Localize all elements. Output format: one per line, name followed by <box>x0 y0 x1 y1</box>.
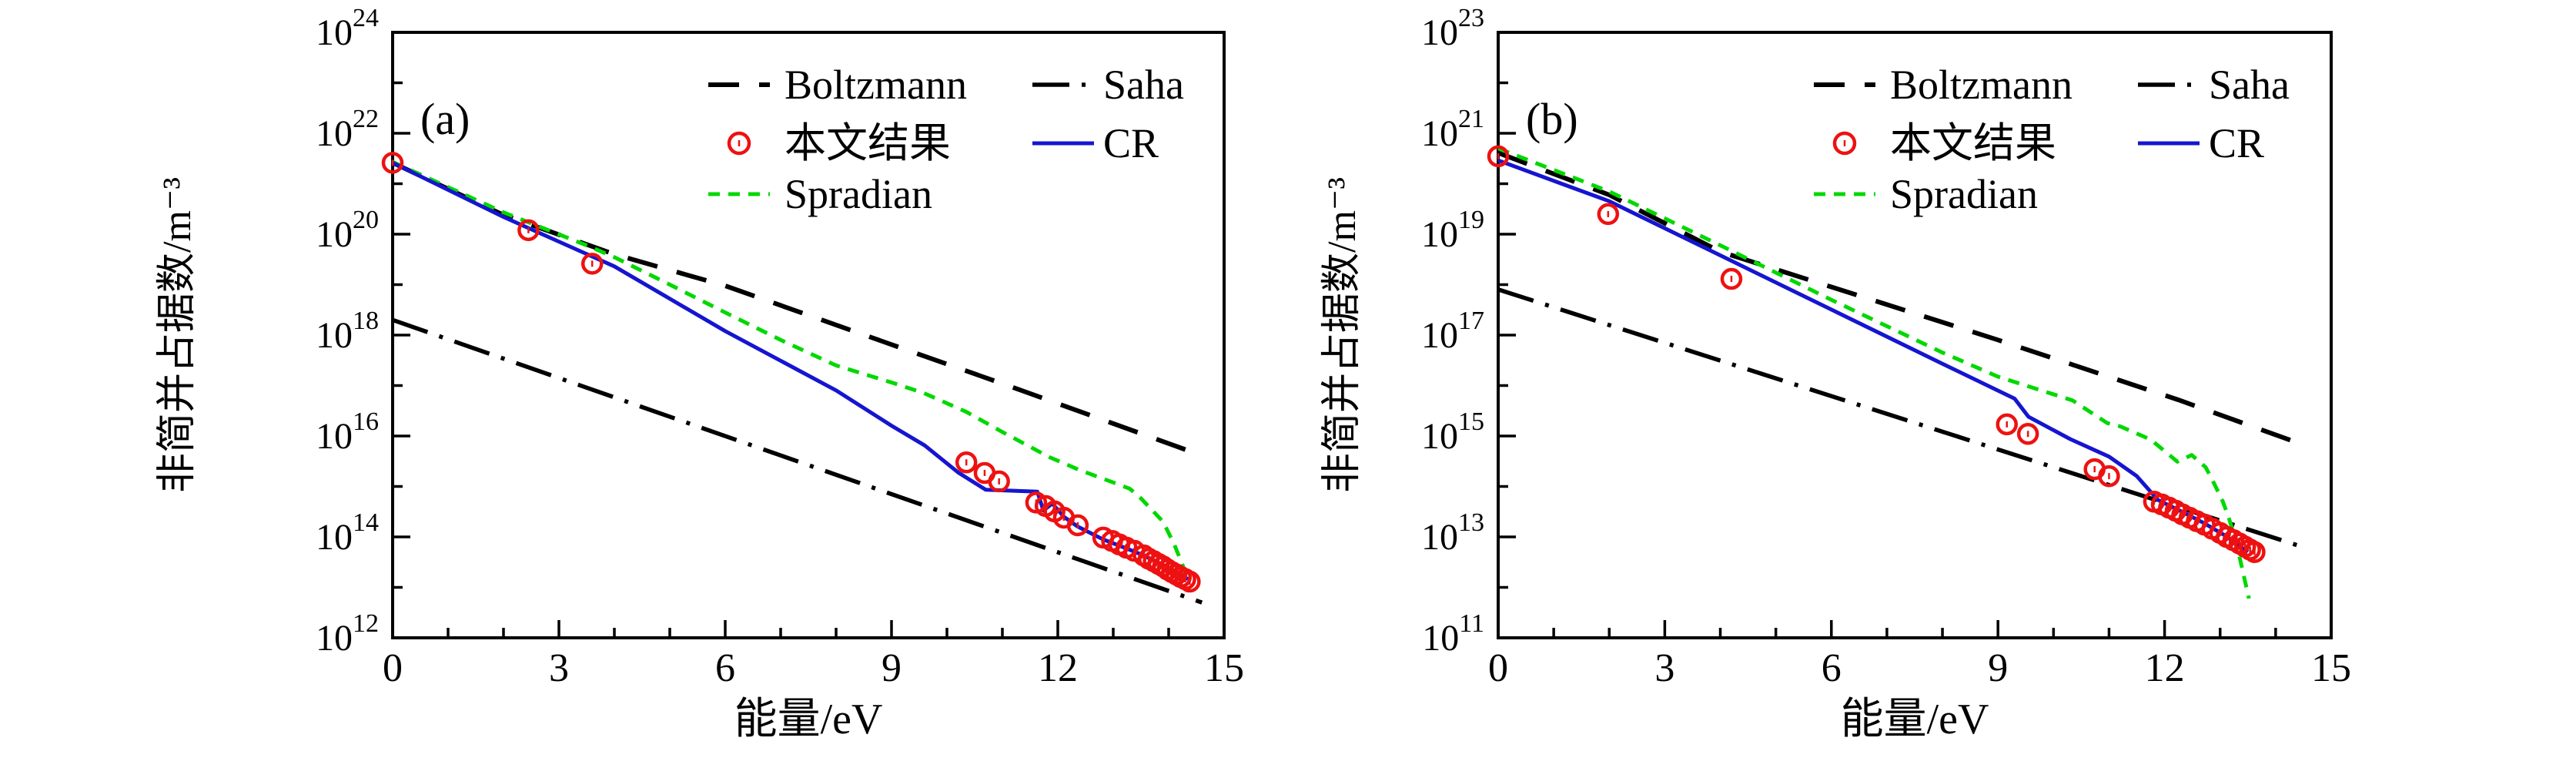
series-line-spradian <box>391 159 1190 582</box>
x-tick-label: 3 <box>1654 646 1674 690</box>
y-axis-title: 非简并占据数/m⁻³ <box>156 177 199 493</box>
y-tick-label: 1023 <box>1421 4 1484 53</box>
y-tick-label: 1019 <box>1421 206 1484 255</box>
legend: Boltzmann Saha 本文结果 CR Spradian <box>708 62 1184 217</box>
x-tick-label: 15 <box>1204 646 1244 690</box>
data-point-circle <box>1720 267 1743 290</box>
data-point-circle <box>988 470 1010 493</box>
x-tick-label: 0 <box>383 646 403 690</box>
legend-label: 本文结果 <box>785 120 951 166</box>
x-tick-label: 12 <box>1038 646 1078 690</box>
y-tick-label: 1020 <box>316 206 379 255</box>
scatter-series-results <box>1487 145 2266 563</box>
legend-marker-circle <box>1832 131 1857 156</box>
data-point-circle <box>1025 491 1048 514</box>
y-tick-label: 1015 <box>1421 407 1484 457</box>
y-tick-label: 1018 <box>316 307 379 356</box>
legend-label: Boltzmann <box>785 62 967 108</box>
panel-a: 0 3 6 9 12 15 1024 1022 1020 1018 1016 1014 1012 Bolt… <box>156 4 1244 743</box>
legend-label: CR <box>1103 120 1159 166</box>
legend-label: Saha <box>2209 62 2290 108</box>
data-point-circle <box>955 451 978 474</box>
data-point-circle <box>1597 203 1620 226</box>
panel-b: 0 3 6 9 12 15 1023 1021 1019 1017 1015 1013 1011 Bolt… <box>1320 4 2351 743</box>
legend-label: 本文结果 <box>1890 120 2056 166</box>
y-tick-label: 1011 <box>1422 609 1484 659</box>
series-line-cr <box>391 161 1189 582</box>
y-tick-label: 1014 <box>316 508 379 558</box>
data-point-circle <box>580 253 604 275</box>
data-point-circle <box>1487 145 1510 168</box>
x-tick-label: 6 <box>715 646 735 690</box>
data-point-circle <box>1996 413 2018 436</box>
data-point-circle <box>381 152 404 174</box>
panel-letter: (b) <box>1526 94 1578 144</box>
series-line-boltzmann <box>1497 150 2293 444</box>
y-tick-label: 1022 <box>316 105 379 154</box>
y-tick-label: 1013 <box>1421 508 1484 558</box>
y-tick-label: 1017 <box>1421 307 1484 356</box>
legend: Boltzmann Saha 本文结果 CR Spradian <box>1814 62 2290 217</box>
x-tick-label: 9 <box>882 646 902 690</box>
y-tick-label: 1021 <box>1421 105 1484 154</box>
legend-label: Boltzmann <box>1890 62 2073 108</box>
series-line-spradian <box>1497 146 2251 599</box>
data-point-circle <box>517 219 540 242</box>
y-tick-label: 1024 <box>316 4 379 53</box>
x-axis-title: 能量/eV <box>734 696 883 743</box>
legend-label: Spradian <box>1890 171 2038 217</box>
data-point-circle <box>2098 464 2120 488</box>
data-point-circle <box>1066 514 1089 537</box>
legend-marker-circle <box>727 131 751 156</box>
legend-label: CR <box>2209 120 2264 166</box>
x-axis-title: 能量/eV <box>1841 696 1989 743</box>
x-tick-label: 6 <box>1822 646 1842 690</box>
x-tick-label: 0 <box>1488 646 1508 690</box>
y-tick-label: 1012 <box>316 609 379 659</box>
y-axis-title: 非简并占据数/m⁻³ <box>1320 177 1364 493</box>
data-point-circle <box>2243 541 2266 563</box>
y-tick-label: 1016 <box>316 407 379 457</box>
panel-letter: (a) <box>420 94 470 144</box>
scatter-series-results <box>381 152 1201 593</box>
legend-label: Spradian <box>785 171 932 217</box>
x-tick-label: 9 <box>1988 646 2008 690</box>
legend-label: Saha <box>1103 62 1184 108</box>
data-point-circle <box>2016 423 2039 445</box>
x-tick-label: 3 <box>549 646 569 690</box>
x-tick-label: 12 <box>2145 646 2185 690</box>
series-line-saha <box>392 317 1203 605</box>
x-tick-label: 15 <box>2311 646 2351 690</box>
data-point-circle <box>1179 570 1201 593</box>
